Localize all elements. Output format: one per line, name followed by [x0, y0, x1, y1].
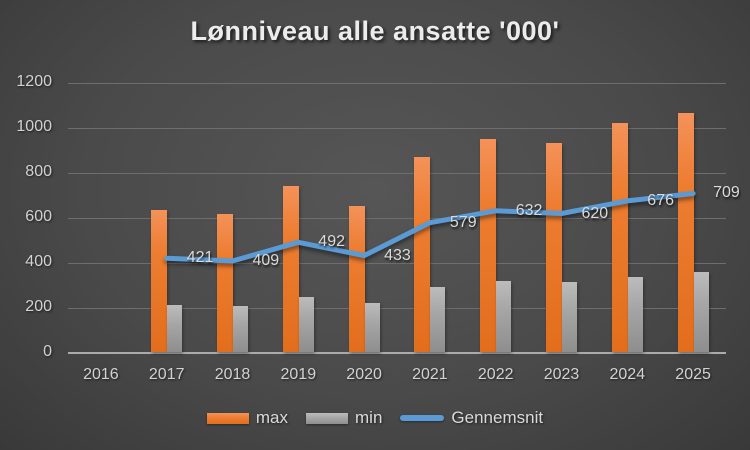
- bar-max-2023[interactable]: [546, 142, 562, 352]
- bar-max-2017[interactable]: [151, 209, 168, 352]
- gennemsnit-line-layer: [164, 191, 696, 264]
- gridline-1200: [68, 83, 726, 84]
- bar-max-2020[interactable]: [348, 205, 365, 352]
- y-tick-label-600: 600: [25, 208, 52, 225]
- legend: max min Gennemsnit: [0, 403, 750, 433]
- bar-min-2023[interactable]: [562, 282, 577, 352]
- plot-area: 0 200 400 600 800 1000 1200 2016 2017 2018 2019 202…: [16, 73, 739, 383]
- x-tick-label-2017: 2017: [148, 366, 185, 383]
- x-tick-label-2025: 2025: [675, 366, 711, 383]
- bar-min-2019[interactable]: [298, 296, 314, 352]
- data-label-gennemsnit-2019: 492: [318, 233, 345, 251]
- chart-title: Lønniveau alle ansatte '000': [190, 16, 560, 46]
- gridline-600: [68, 218, 726, 219]
- bar-min-2020[interactable]: [364, 303, 380, 352]
- data-label-gennemsnit-2018: 409: [252, 251, 280, 269]
- x-axis-line: [68, 352, 726, 354]
- data-label-gennemsnit-2023: 620: [581, 204, 609, 222]
- bar-max-2021[interactable]: [414, 156, 431, 352]
- bar-max-2019[interactable]: [282, 185, 299, 352]
- data-label-gennemsnit-2022: 632: [515, 201, 543, 219]
- gridline-200: [68, 308, 726, 309]
- x-tick-label-2021: 2021: [412, 366, 448, 383]
- y-tick-label-800: 800: [25, 163, 52, 180]
- gridline-800: [68, 173, 726, 174]
- y-tick-label-1000: 1000: [16, 118, 52, 135]
- x-tick-label-2024: 2024: [609, 366, 646, 383]
- x-tick-label-2019: 2019: [280, 366, 317, 383]
- data-label-gennemsnit-2024: 676: [647, 191, 674, 209]
- legend-swatch-min-icon: [306, 412, 349, 424]
- y-tick-label-400: 400: [25, 253, 52, 270]
- bar-min-2022[interactable]: [496, 280, 512, 352]
- data-label-gennemsnit-2025: 709: [713, 184, 740, 202]
- gridline-1000: [68, 128, 726, 129]
- bar-min-2017[interactable]: [167, 304, 183, 352]
- legend-swatch-max-icon: [206, 412, 249, 424]
- data-label-gennemsnit-2020: 433: [384, 246, 411, 264]
- y-tick-label-200: 200: [25, 298, 52, 315]
- data-label-gennemsnit-2021: 579: [449, 213, 477, 231]
- bar-min-2024[interactable]: [627, 276, 643, 352]
- x-tick-label-2022: 2022: [477, 366, 514, 383]
- x-tick-label-2018: 2018: [214, 366, 251, 383]
- y-tick-label-0: 0: [43, 343, 52, 360]
- bar-min-2025[interactable]: [693, 272, 709, 352]
- data-label-gennemsnit-2017: 421: [186, 249, 214, 267]
- bar-max-2024[interactable]: [611, 123, 628, 352]
- legend-item-gennemsnit[interactable]: Gennemsnit: [400, 408, 543, 428]
- legend-swatch-gennemsnit-icon: [400, 415, 445, 421]
- x-tick-label-2016: 2016: [83, 366, 119, 383]
- bar-max-2018[interactable]: [217, 213, 233, 352]
- bar-max-2025[interactable]: [677, 112, 694, 352]
- legend-label-max: max: [255, 408, 289, 427]
- legend-label-gennemsnit: Gennemsnit: [451, 408, 544, 427]
- gridline-400: [68, 263, 726, 264]
- legend-item-min[interactable]: min: [306, 408, 382, 428]
- legend-item-max[interactable]: max: [206, 408, 289, 428]
- legend-label-min: min: [355, 408, 383, 427]
- bar-max-2022[interactable]: [480, 138, 497, 352]
- bar-min-2018[interactable]: [233, 306, 248, 352]
- x-tick-label-2023: 2023: [543, 366, 580, 383]
- x-tick-label-2020: 2020: [346, 366, 382, 383]
- gennemsnit-line[interactable]: [164, 191, 696, 264]
- y-tick-label-1200: 1200: [16, 73, 52, 90]
- bar-min-2021[interactable]: [430, 286, 446, 352]
